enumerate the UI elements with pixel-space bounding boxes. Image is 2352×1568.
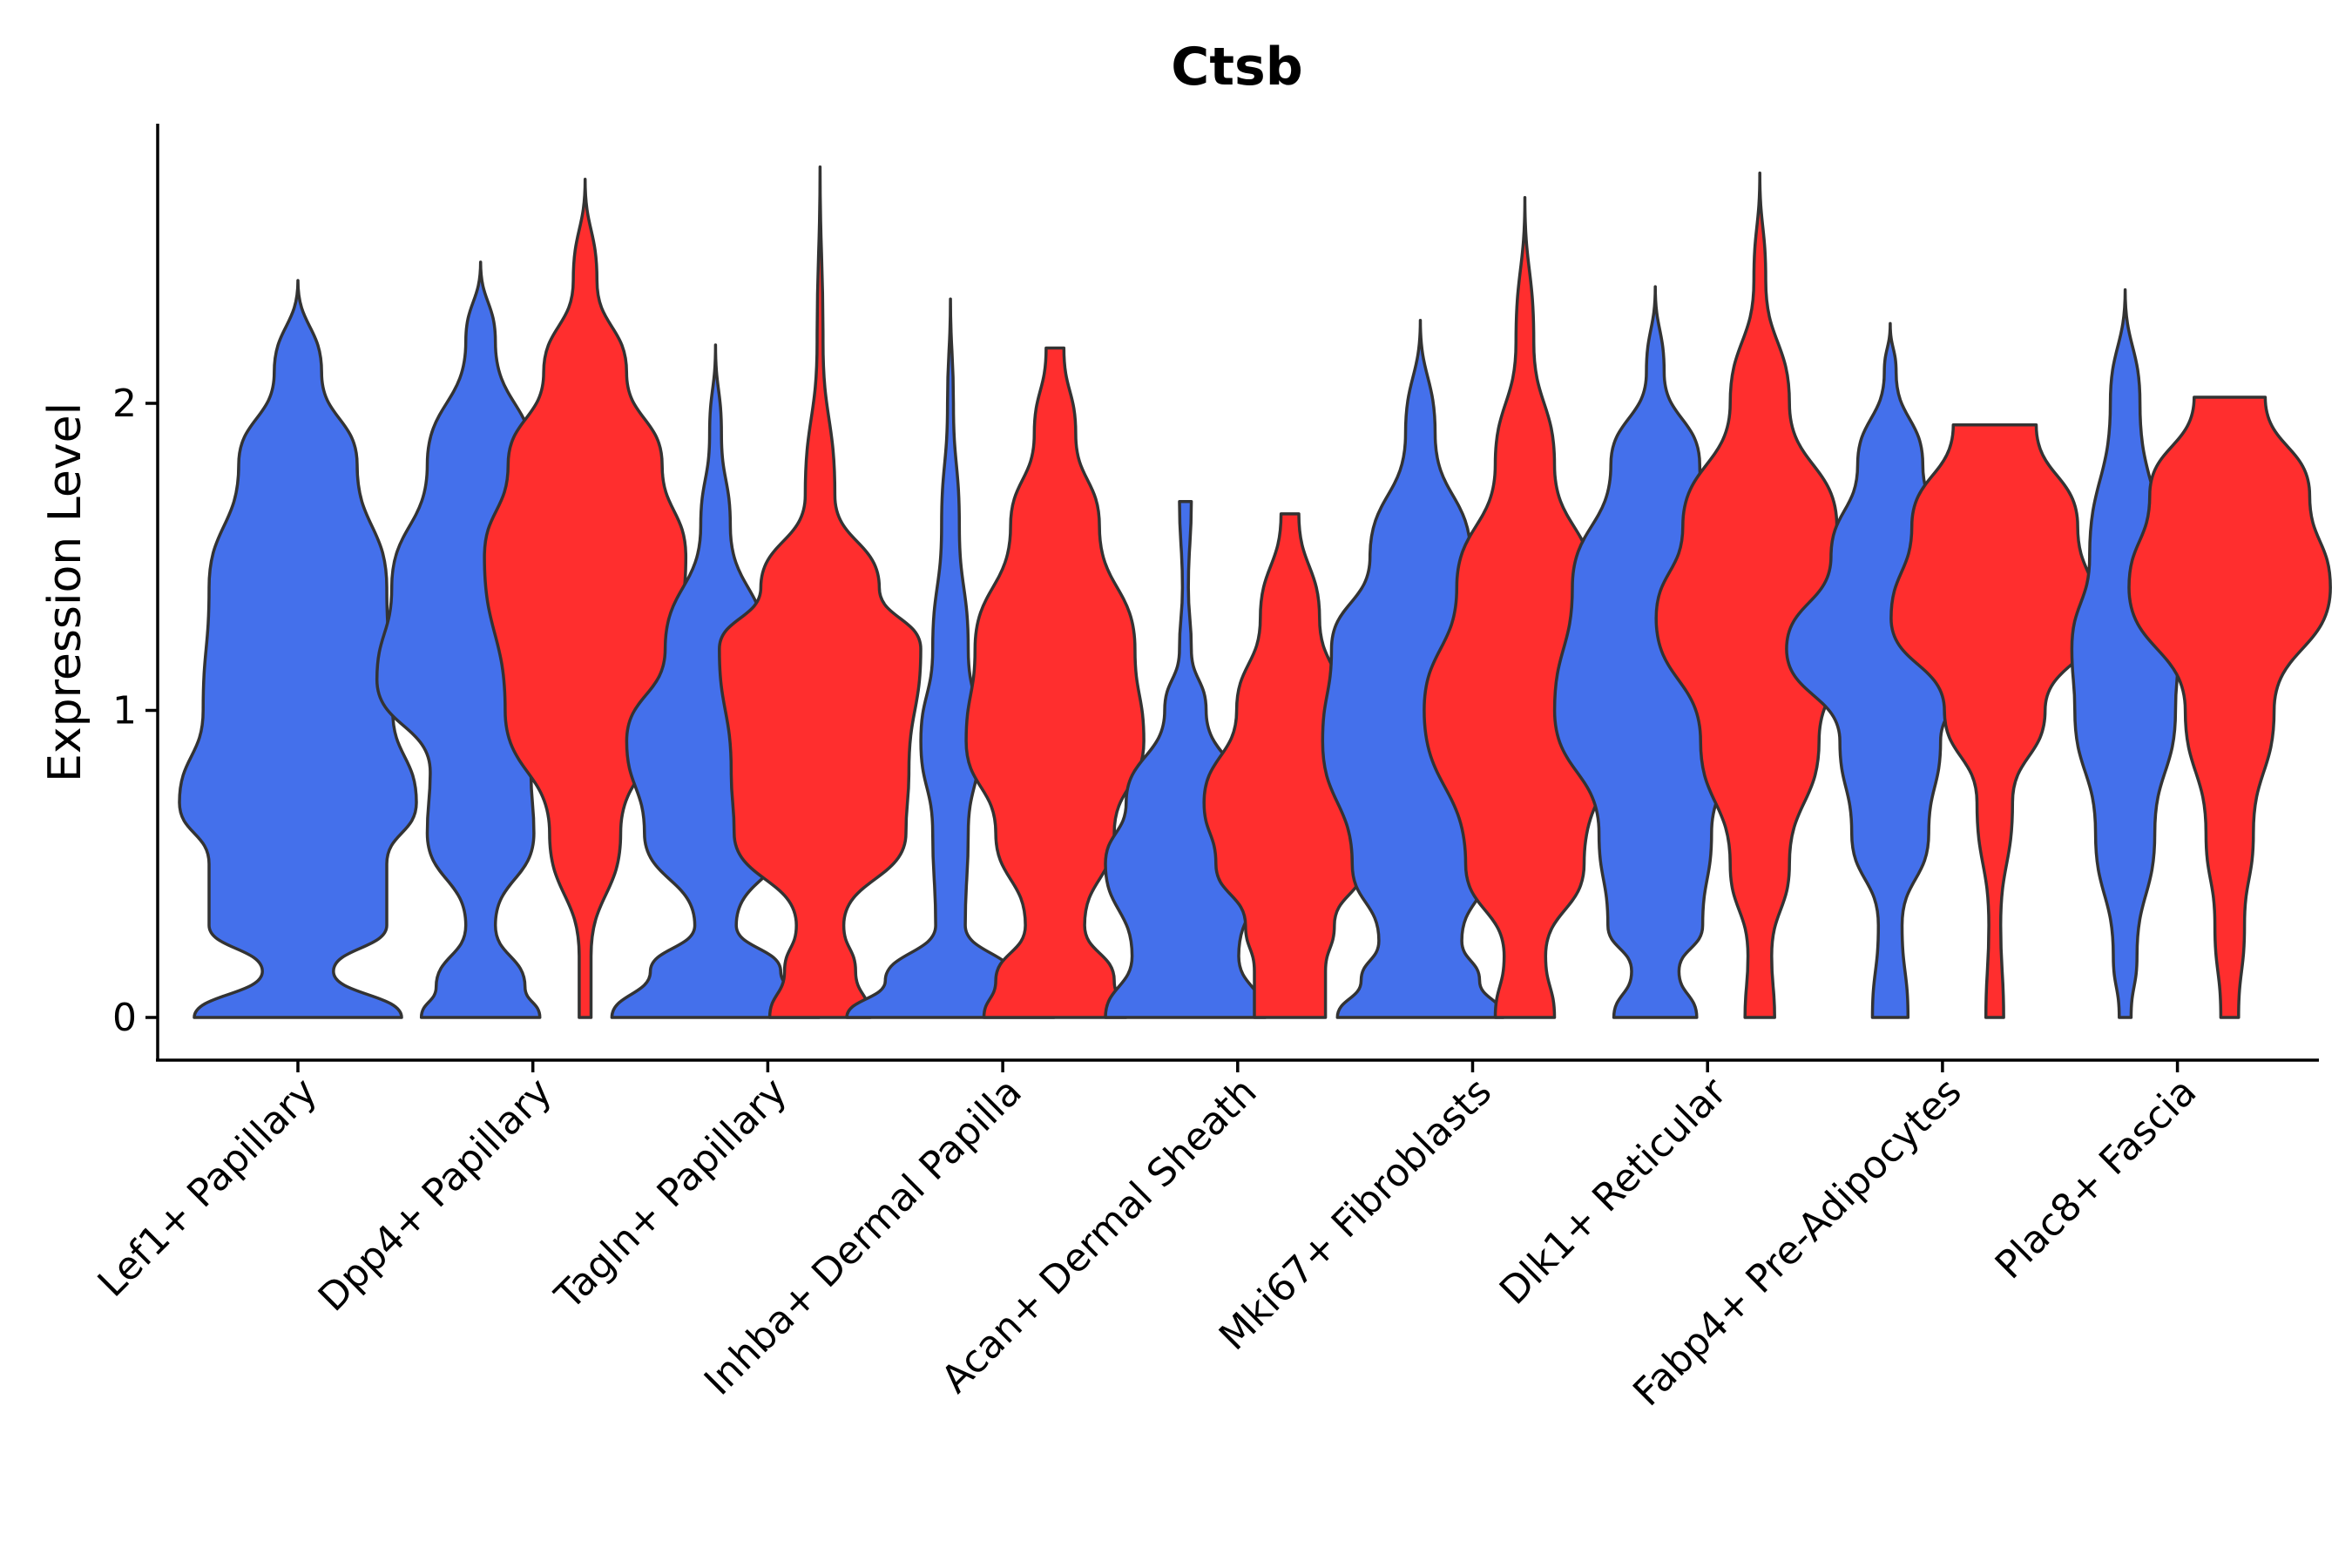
x-tick-label-5: Mki67+ Fibroblasts (1211, 1070, 1500, 1359)
x-tick-label-6: Dlk1+ Reticular (1491, 1069, 1736, 1314)
violin-tagln-papillary-b (718, 165, 923, 1019)
violin-fabp4-pre-adipocytes-a (1785, 321, 1996, 1019)
y-tick-label-0: 0 (112, 996, 137, 1040)
violin-fabp4-pre-adipocytes-b (1889, 422, 2100, 1019)
violins-layer (178, 165, 2332, 1019)
x-tick-label-1: Dpp4+ Papillary (310, 1070, 561, 1321)
violin-plac8-fascia-b (2127, 395, 2332, 1019)
x-tick-label-2: Tagln+ Papillary (546, 1070, 795, 1319)
x-tick-label-8: Plac8+ Fascia (1987, 1070, 2206, 1288)
x-tick-label-0: Lef1+ Papillary (90, 1070, 326, 1306)
violin-dpp4-papillary-b (483, 177, 688, 1019)
violin-inhba-dermal-papilla-b (964, 346, 1146, 1019)
y-axis-title: Expression Level (39, 402, 91, 782)
violin-plac8-fascia-a (2070, 287, 2180, 1019)
violin-lef1-papillary-a (178, 279, 418, 1019)
y-tick-label-1: 1 (112, 689, 137, 733)
violin-inhba-dermal-papilla-a (845, 297, 1056, 1019)
violin-dlk1-reticular-a (1552, 285, 1758, 1019)
chart-title: Ctsb (1171, 37, 1302, 98)
violin-dlk1-reticular-b (1654, 171, 1865, 1019)
y-ticks: 0 1 2 (112, 382, 158, 1040)
y-tick-label-2: 2 (112, 382, 137, 426)
